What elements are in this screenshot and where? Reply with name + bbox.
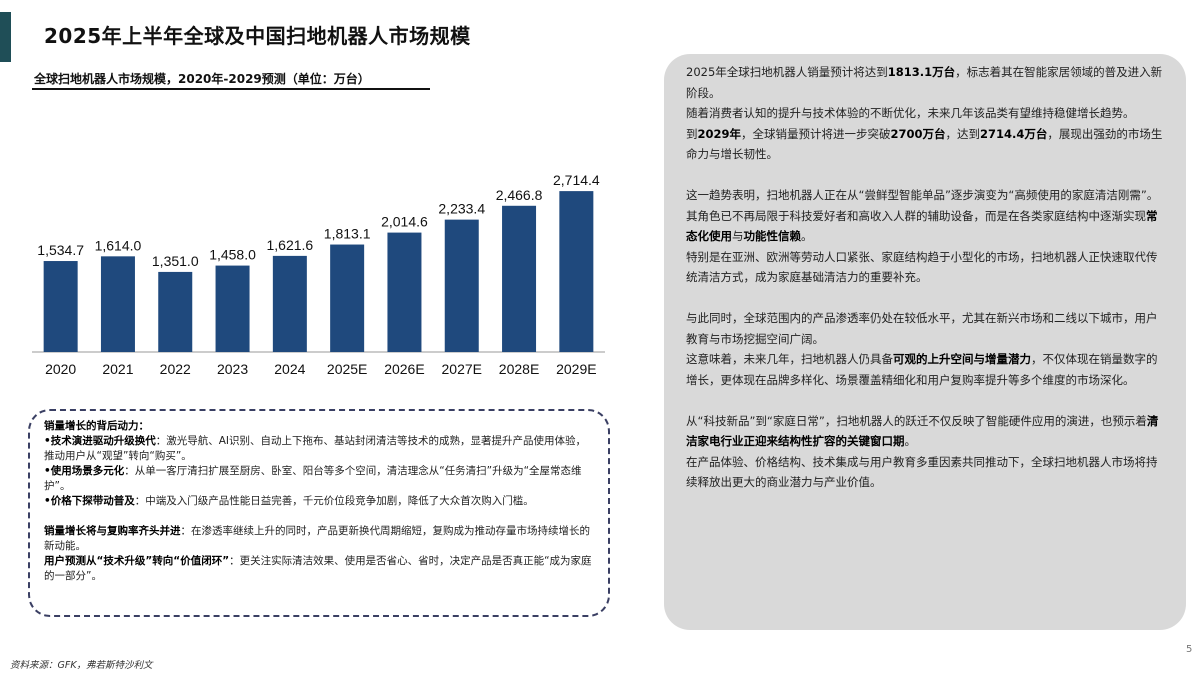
- growth-drivers-box: 销量增长的背后动力： •技术演进驱动升级换代：激光导航、AI识别、自动上下拖布、…: [28, 409, 610, 617]
- spacer: [686, 165, 1164, 186]
- panel-paragraph: 这意味着，未来几年，扫地机器人仍具备可观的上升空间与增量潜力，不仅体现在销量数字…: [686, 352, 1158, 387]
- panel-paragraph: 特别是在亚洲、欧洲等劳动人口紧张、家庭结构趋于小型化的市场，扫地机器人正快速取代…: [686, 249, 1158, 285]
- chart-title: 全球扫地机器人市场规模，2020年-2029预测（单位：万台）: [34, 72, 370, 86]
- bar-2027E: [444, 219, 479, 352]
- panel-paragraph: 这一趋势表明，扫地机器人正在从“尝鲜型智能单品”逐步演变为“高频使用的家庭清洁刚…: [686, 188, 1159, 243]
- panel-paragraph: 与此同时，全球范围内的产品渗透率仍处在较低水平，尤其在新兴市场和二线以下城市，用…: [686, 311, 1158, 346]
- spacer: [686, 390, 1164, 411]
- spacer: [686, 288, 1164, 309]
- bar-2021: [100, 256, 135, 352]
- bar-value-label: 1,351.0: [152, 253, 199, 269]
- bar-value-label: 1,614.0: [95, 237, 142, 253]
- x-tick-label: 2022: [160, 361, 191, 377]
- x-tick-label: 2027E: [442, 361, 482, 377]
- panel-paragraph: 随着消费者认知的提升与技术体验的不断优化，未来几年该品类有望维持稳健增长趋势。: [686, 106, 1135, 120]
- page-number: 5: [1186, 644, 1193, 655]
- trend-value-loop: 用户预测从“技术升级”转向“价值闭环”：更关注实际清洁效果、使用是否省心、省时，…: [44, 555, 592, 582]
- panel-paragraph: 到2029年，全球销量预计将进一步突破2700万台，达到2714.4万台，展现出…: [686, 126, 1163, 162]
- driver-item-price: •价格下探带动普及：中端及入门级产品性能日益完善，千元价位段竞争加剧，降低了大众…: [44, 495, 534, 507]
- x-tick-label: 2025E: [327, 361, 367, 377]
- bar-value-label: 1,621.6: [266, 237, 313, 253]
- panel-paragraph: 从“科技新品”到“家庭日常”，扫地机器人的跃迁不仅反映了智能硬件应用的演进，也预…: [686, 413, 1159, 449]
- spacer: [44, 509, 596, 524]
- title-accent-bar: [0, 12, 11, 62]
- x-tick-label: 2020: [45, 361, 76, 377]
- analysis-panel: 2025年全球扫地机器人销量预计将达到1813.1万台，标志着其在智能家居领域的…: [664, 54, 1186, 630]
- bar-2029E: [559, 191, 594, 352]
- bar-value-label: 2,714.4: [553, 172, 600, 188]
- panel-paragraph: 在产品体验、价格结构、技术集成与用户教育多重因素共同推动下，全球扫地机器人市场将…: [686, 454, 1158, 490]
- bar-value-label: 2,233.4: [438, 201, 485, 217]
- x-tick-label: 2026E: [384, 361, 424, 377]
- x-tick-label: 2023: [217, 361, 248, 377]
- driver-item-tech: •技术演进驱动升级换代：激光导航、AI识别、自动上下拖布、基站封闭清洁等技术的成…: [44, 435, 586, 462]
- drivers-heading: 销量增长的背后动力：: [44, 420, 149, 432]
- x-tick-label: 2021: [102, 361, 133, 377]
- bar-2022: [158, 271, 193, 352]
- chart-title-underline: [32, 88, 430, 90]
- driver-item-scenarios: •使用场景多元化：从单一客厅清扫扩展至厨房、卧室、阳台等多个空间，清洁理念从“任…: [44, 465, 582, 492]
- source-note: 资料来源：GFK，弗若斯特沙利文: [10, 660, 153, 671]
- bar-2026E: [387, 232, 422, 352]
- x-tick-label: 2028E: [499, 361, 539, 377]
- bar-2024: [272, 255, 307, 352]
- bar-value-label: 1,813.1: [324, 226, 371, 242]
- bar-value-label: 2,466.8: [496, 187, 543, 203]
- bar-2025E: [330, 244, 365, 352]
- bar-value-label: 2,014.6: [381, 214, 428, 230]
- x-tick-label: 2024: [274, 361, 305, 377]
- panel-paragraph: 2025年全球扫地机器人销量预计将达到1813.1万台，标志着其在智能家居领域的…: [686, 65, 1163, 100]
- x-tick-label: 2029E: [556, 361, 596, 377]
- bar-2023: [215, 265, 250, 352]
- bar-2020: [43, 261, 78, 352]
- bar-value-label: 1,534.7: [37, 242, 84, 258]
- trend-repurchase: 销量增长将与复购率齐头并进：在渗透率继续上升的同时，产品更新换代周期缩短，复购成…: [44, 525, 590, 552]
- page-title: 2025年上半年全球及中国扫地机器人市场规模: [44, 24, 471, 48]
- bar-2028E: [502, 205, 537, 352]
- bar-value-label: 1,458.0: [209, 247, 256, 263]
- bar-chart: 1,534.7 2020 1,614.0 2021 1,351.0 2022 1,458.0…: [32, 172, 605, 377]
